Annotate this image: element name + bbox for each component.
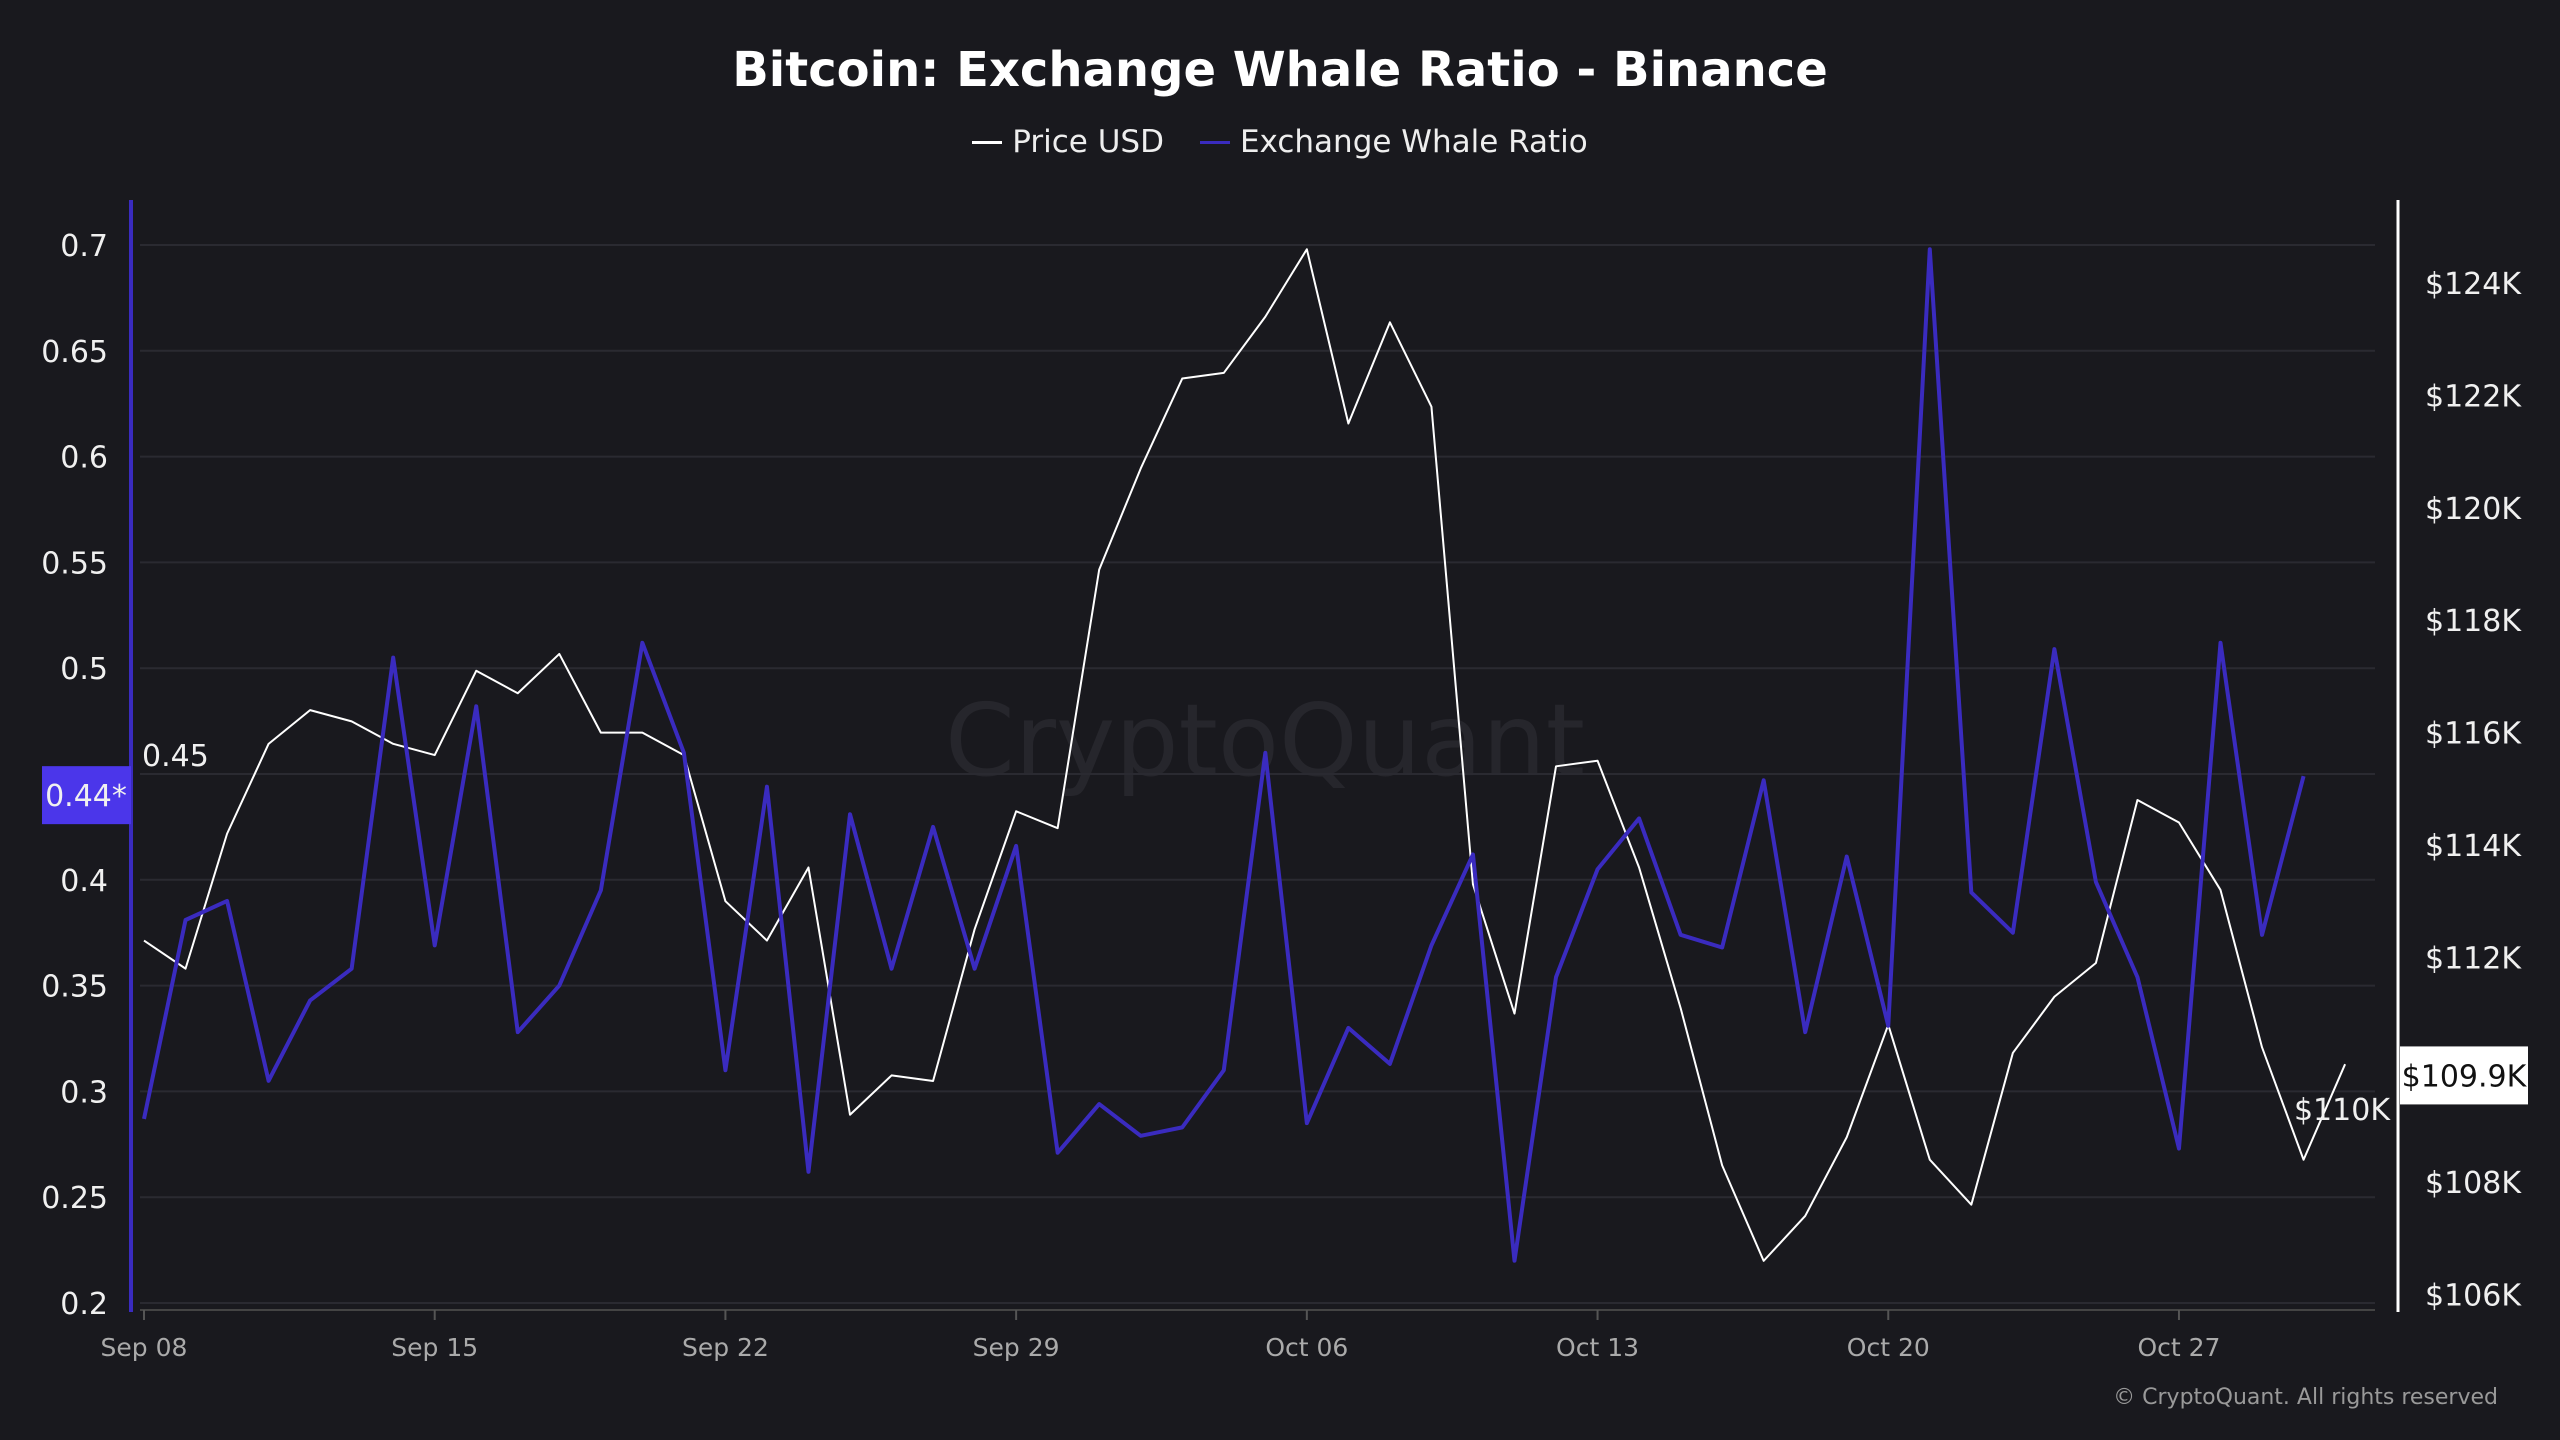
right-tick-label: $106K bbox=[2425, 1279, 2522, 1314]
left-tick-label: 0.4 bbox=[60, 864, 108, 899]
x-tick-label: Sep 08 bbox=[101, 1333, 188, 1362]
legend-label-whale: Exchange Whale Ratio bbox=[1239, 124, 1588, 160]
price-swatch bbox=[972, 140, 1003, 144]
whale-swatch bbox=[1199, 140, 1230, 144]
chart-title: Bitcoin: Exchange Whale Ratio - Binance bbox=[732, 42, 1828, 98]
x-tick-label: Sep 15 bbox=[391, 1333, 478, 1362]
left-tick-label: 0.35 bbox=[41, 970, 108, 1005]
legend-item-price[interactable]: Price USD bbox=[972, 124, 1164, 160]
right-tick-label: $124K bbox=[2425, 267, 2522, 302]
x-tick-label: Oct 13 bbox=[1556, 1333, 1639, 1362]
left-tick-label: 0.25 bbox=[41, 1181, 108, 1216]
price-line bbox=[143, 248, 2347, 1262]
left-tick-label: 0.55 bbox=[41, 546, 108, 581]
x-tick-label: Sep 29 bbox=[973, 1333, 1060, 1362]
left-tick-label: 0.65 bbox=[41, 335, 108, 370]
copyright: © CryptoQuant. All rights reserved bbox=[2113, 1385, 2498, 1410]
left-tick-label: 0.3 bbox=[60, 1075, 108, 1110]
right-tick-label: $122K bbox=[2425, 379, 2522, 414]
right-tick-label: $118K bbox=[2425, 604, 2522, 639]
x-tick-label: Oct 20 bbox=[1847, 1333, 1930, 1362]
x-tick-label: Oct 06 bbox=[1265, 1333, 1348, 1362]
right-tick-label: $112K bbox=[2425, 941, 2522, 976]
right-tick-label: $114K bbox=[2425, 829, 2522, 864]
right-tick-label: $110K bbox=[2294, 1093, 2391, 1128]
left-tick-label: 0.7 bbox=[60, 229, 108, 264]
legend-item-whale[interactable]: Exchange Whale Ratio bbox=[1199, 124, 1588, 160]
watermark: CryptoQuant bbox=[945, 682, 1585, 799]
right-tick-label: $120K bbox=[2425, 492, 2522, 527]
current-price-label: $109.9K bbox=[2402, 1059, 2528, 1094]
left-tick-label: 0.45 bbox=[142, 739, 209, 774]
legend-label-price: Price USD bbox=[1012, 124, 1164, 160]
right-tick-label: $108K bbox=[2425, 1166, 2522, 1201]
current-whale-badge bbox=[42, 766, 131, 825]
x-tick-label: Oct 27 bbox=[2137, 1333, 2220, 1362]
current-price-badge bbox=[2400, 1046, 2528, 1105]
left-tick-label: 0.5 bbox=[60, 652, 108, 687]
legend: Price USD Exchange Whale Ratio bbox=[0, 124, 2560, 160]
left-tick-label: 0.2 bbox=[60, 1287, 108, 1322]
right-tick-label: $116K bbox=[2425, 717, 2522, 752]
current-whale-label: 0.44* bbox=[45, 779, 127, 814]
left-tick-label: 0.6 bbox=[60, 441, 108, 476]
x-tick-label: Sep 22 bbox=[682, 1333, 769, 1362]
